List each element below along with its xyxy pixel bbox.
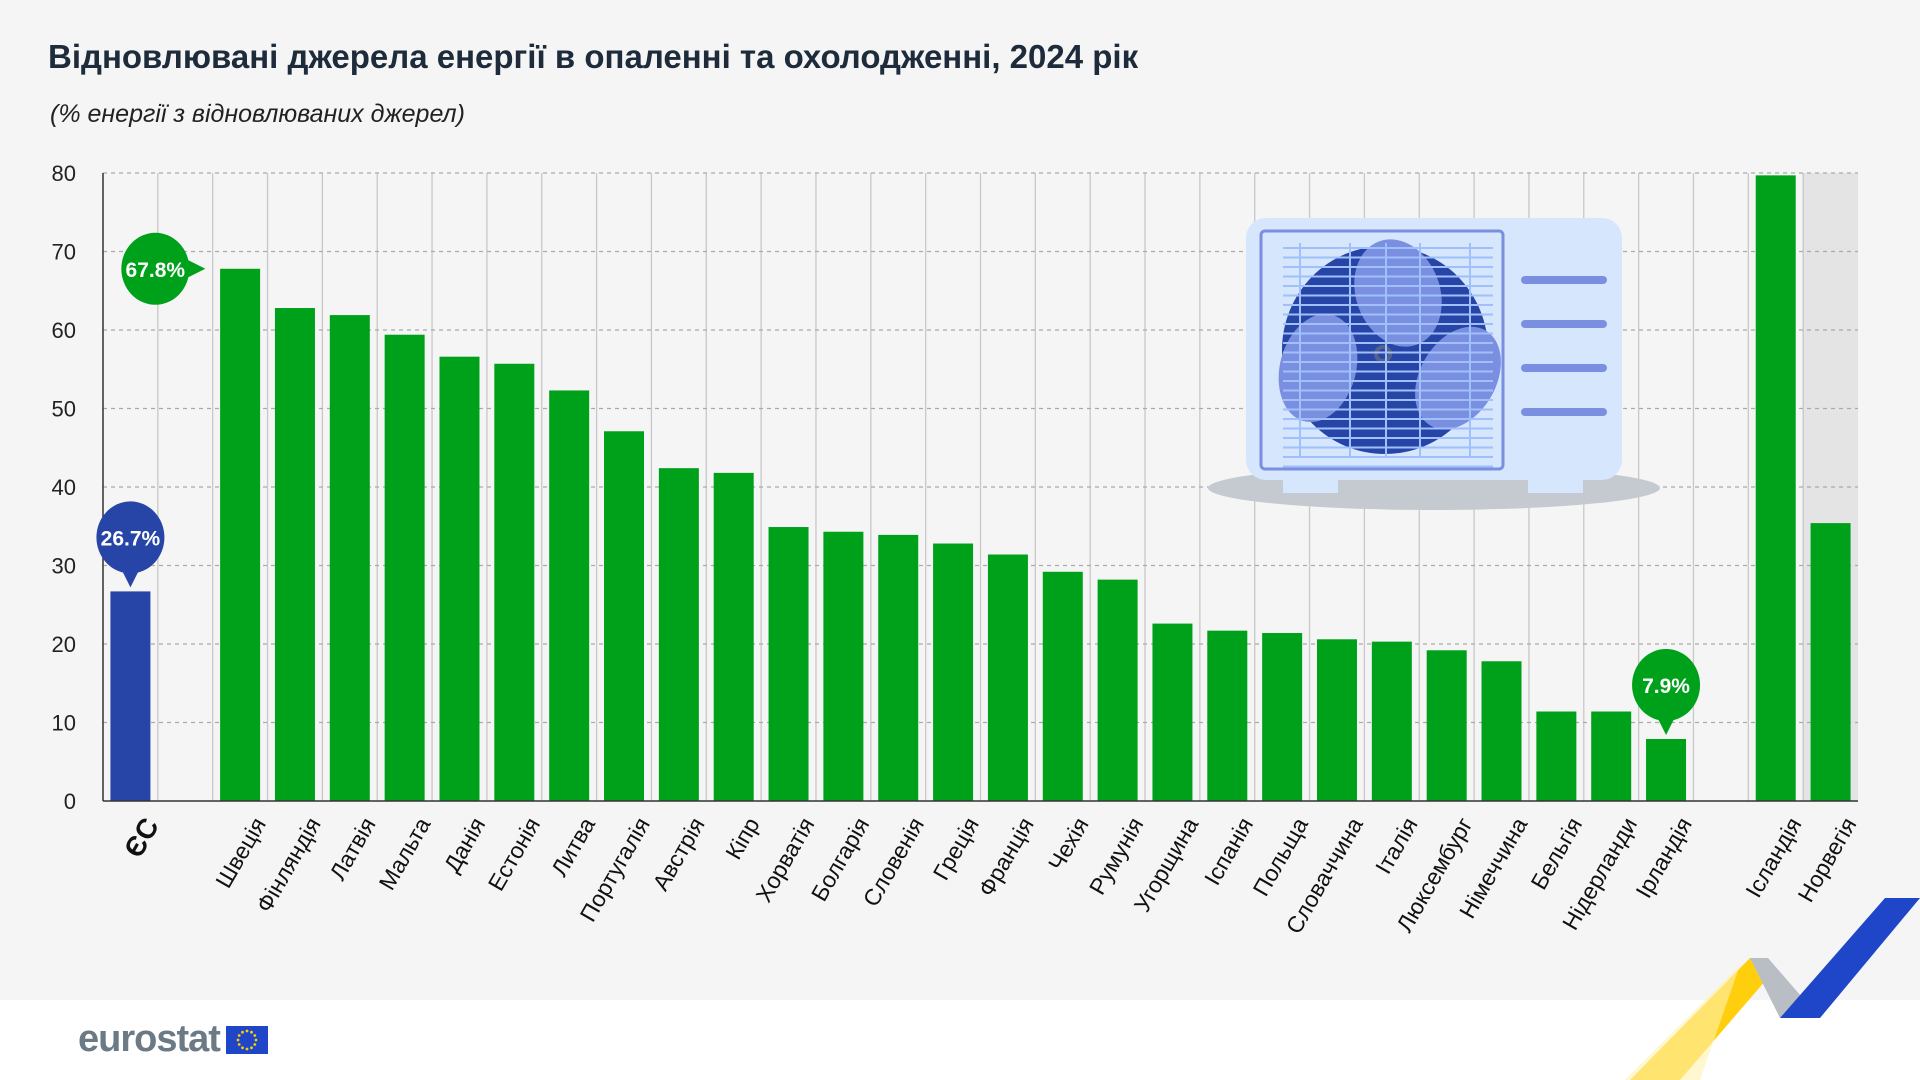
y-tick-label: 50 (52, 397, 76, 422)
bar-Мальта (384, 334, 425, 801)
bar-Португалія (604, 431, 645, 801)
callout-ЄС: 26.7% (96, 501, 165, 588)
heat-pump-outdoor-unit-icon (1208, 218, 1660, 510)
eu-flag-icon (225, 1025, 268, 1054)
x-tick-label: Бельгія (1525, 813, 1587, 894)
bar-Румунія (1097, 579, 1138, 801)
x-tick-label: Греція (928, 813, 984, 884)
bar-Болгарія (823, 531, 864, 801)
bar-Словенія (878, 534, 919, 801)
bar-Німеччина (1481, 661, 1522, 801)
bar-Греція (933, 543, 974, 801)
eurostat-logo: eurostat (78, 1018, 268, 1061)
y-tick-label: 40 (52, 475, 76, 500)
bar-Данія (439, 356, 480, 801)
y-tick-label: 70 (52, 240, 76, 265)
x-tick-label: ЄС (118, 813, 165, 863)
x-tick-label: Данія (439, 813, 491, 877)
y-tick-label: 60 (52, 318, 76, 343)
bar-Словаччина (1316, 639, 1357, 801)
bar-Франція (987, 554, 1028, 801)
x-tick-label: Австрія (647, 813, 709, 895)
bar-Італія (1371, 641, 1412, 801)
chart-subtitle: (% енергії з відновлюваних джерел) (50, 100, 465, 128)
x-tick-label: Латвія (324, 813, 380, 885)
bar-Бельгія (1536, 711, 1577, 801)
bar-Польща (1262, 633, 1303, 801)
bar-Норвегія (1810, 523, 1851, 801)
callout-label: 26.7% (101, 527, 161, 550)
bar-Естонія (494, 363, 535, 801)
bar-Австрія (658, 468, 699, 801)
x-tick-label: Естонія (483, 813, 545, 895)
x-tick-label: Італія (1370, 813, 1423, 878)
x-tick-label: Мальта (374, 813, 436, 894)
x-tick-label: Швеція (210, 813, 271, 892)
callout-Ірландія: 7.9% (1632, 648, 1701, 735)
bar-Швеція (220, 268, 261, 801)
y-tick-label: 0 (64, 789, 76, 814)
bar-Литва (549, 390, 590, 801)
bar-Фінляндія (274, 308, 315, 801)
bar-Латвія (329, 315, 370, 801)
x-tick-label: Іспанія (1199, 813, 1258, 890)
bar-Нідерланди (1591, 711, 1632, 801)
y-tick-label: 80 (52, 161, 76, 186)
x-tick-label: Литва (546, 813, 600, 881)
bar-Ісландія (1755, 175, 1796, 802)
bar-Чехія (1042, 571, 1083, 801)
y-tick-label: 20 (52, 632, 76, 657)
bar-Хорватія (768, 527, 809, 801)
callout-label: 67.8% (126, 259, 186, 282)
bar-Люксембург (1426, 650, 1467, 801)
logo-text: eurostat (78, 1018, 221, 1060)
chart-title: Відновлювані джерела енергії в опаленні … (48, 38, 1139, 75)
x-tick-label: Кіпр (720, 813, 764, 864)
callout-label: 7.9% (1642, 675, 1690, 698)
bar-ЄС (110, 591, 151, 801)
bar-Кіпр (713, 472, 754, 801)
y-tick-label: 10 (52, 711, 76, 736)
bar-Ірландія (1646, 738, 1687, 801)
bar-Угорщина (1152, 623, 1193, 801)
bar-Іспанія (1207, 630, 1248, 801)
x-tick-label: Чехія (1043, 813, 1094, 875)
y-tick-label: 30 (52, 554, 76, 579)
callout-Швеція: 67.8% (121, 232, 206, 305)
